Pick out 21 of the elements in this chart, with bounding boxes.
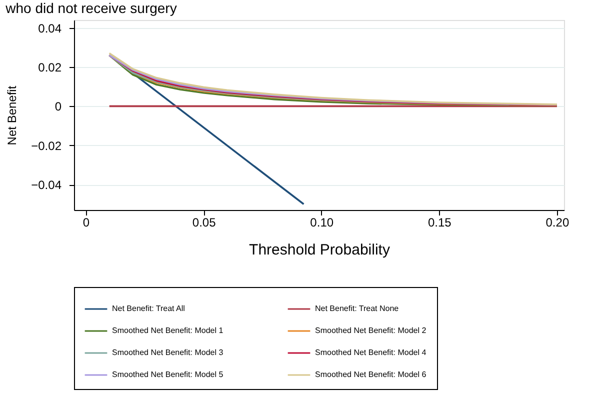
y-tick-label: −0.04 — [31, 178, 62, 192]
legend-label: Smoothed Net Benefit: Model 4 — [315, 348, 427, 357]
legend-label: Smoothed Net Benefit: Model 5 — [112, 370, 224, 379]
x-axis-title: Threshold Probability — [249, 242, 390, 258]
y-tick-label: −0.02 — [31, 138, 62, 153]
x-tick-label: 0.10 — [310, 216, 334, 230]
x-tick-label: 0.05 — [192, 216, 216, 230]
y-tick-label: 0 — [54, 100, 62, 114]
legend-label: Smoothed Net Benefit: Model 1 — [112, 326, 224, 335]
chart-title: who did not receive surgery — [4, 0, 177, 16]
legend-label: Smoothed Net Benefit: Model 6 — [315, 370, 427, 379]
legend-label: Net Benefit: Treat All — [112, 304, 186, 313]
legend-label: Smoothed Net Benefit: Model 3 — [112, 348, 224, 357]
y-tick-label: 0.02 — [38, 60, 62, 75]
x-tick-label: 0.20 — [546, 216, 570, 230]
y-axis-title: Net Benefit — [5, 85, 20, 146]
y-tick-label: 0.04 — [38, 21, 62, 36]
legend-label: Net Benefit: Treat None — [315, 304, 400, 313]
x-tick-label: 0.15 — [428, 216, 452, 230]
legend-label: Smoothed Net Benefit: Model 2 — [315, 326, 427, 335]
x-tick-label: 0 — [82, 216, 90, 230]
